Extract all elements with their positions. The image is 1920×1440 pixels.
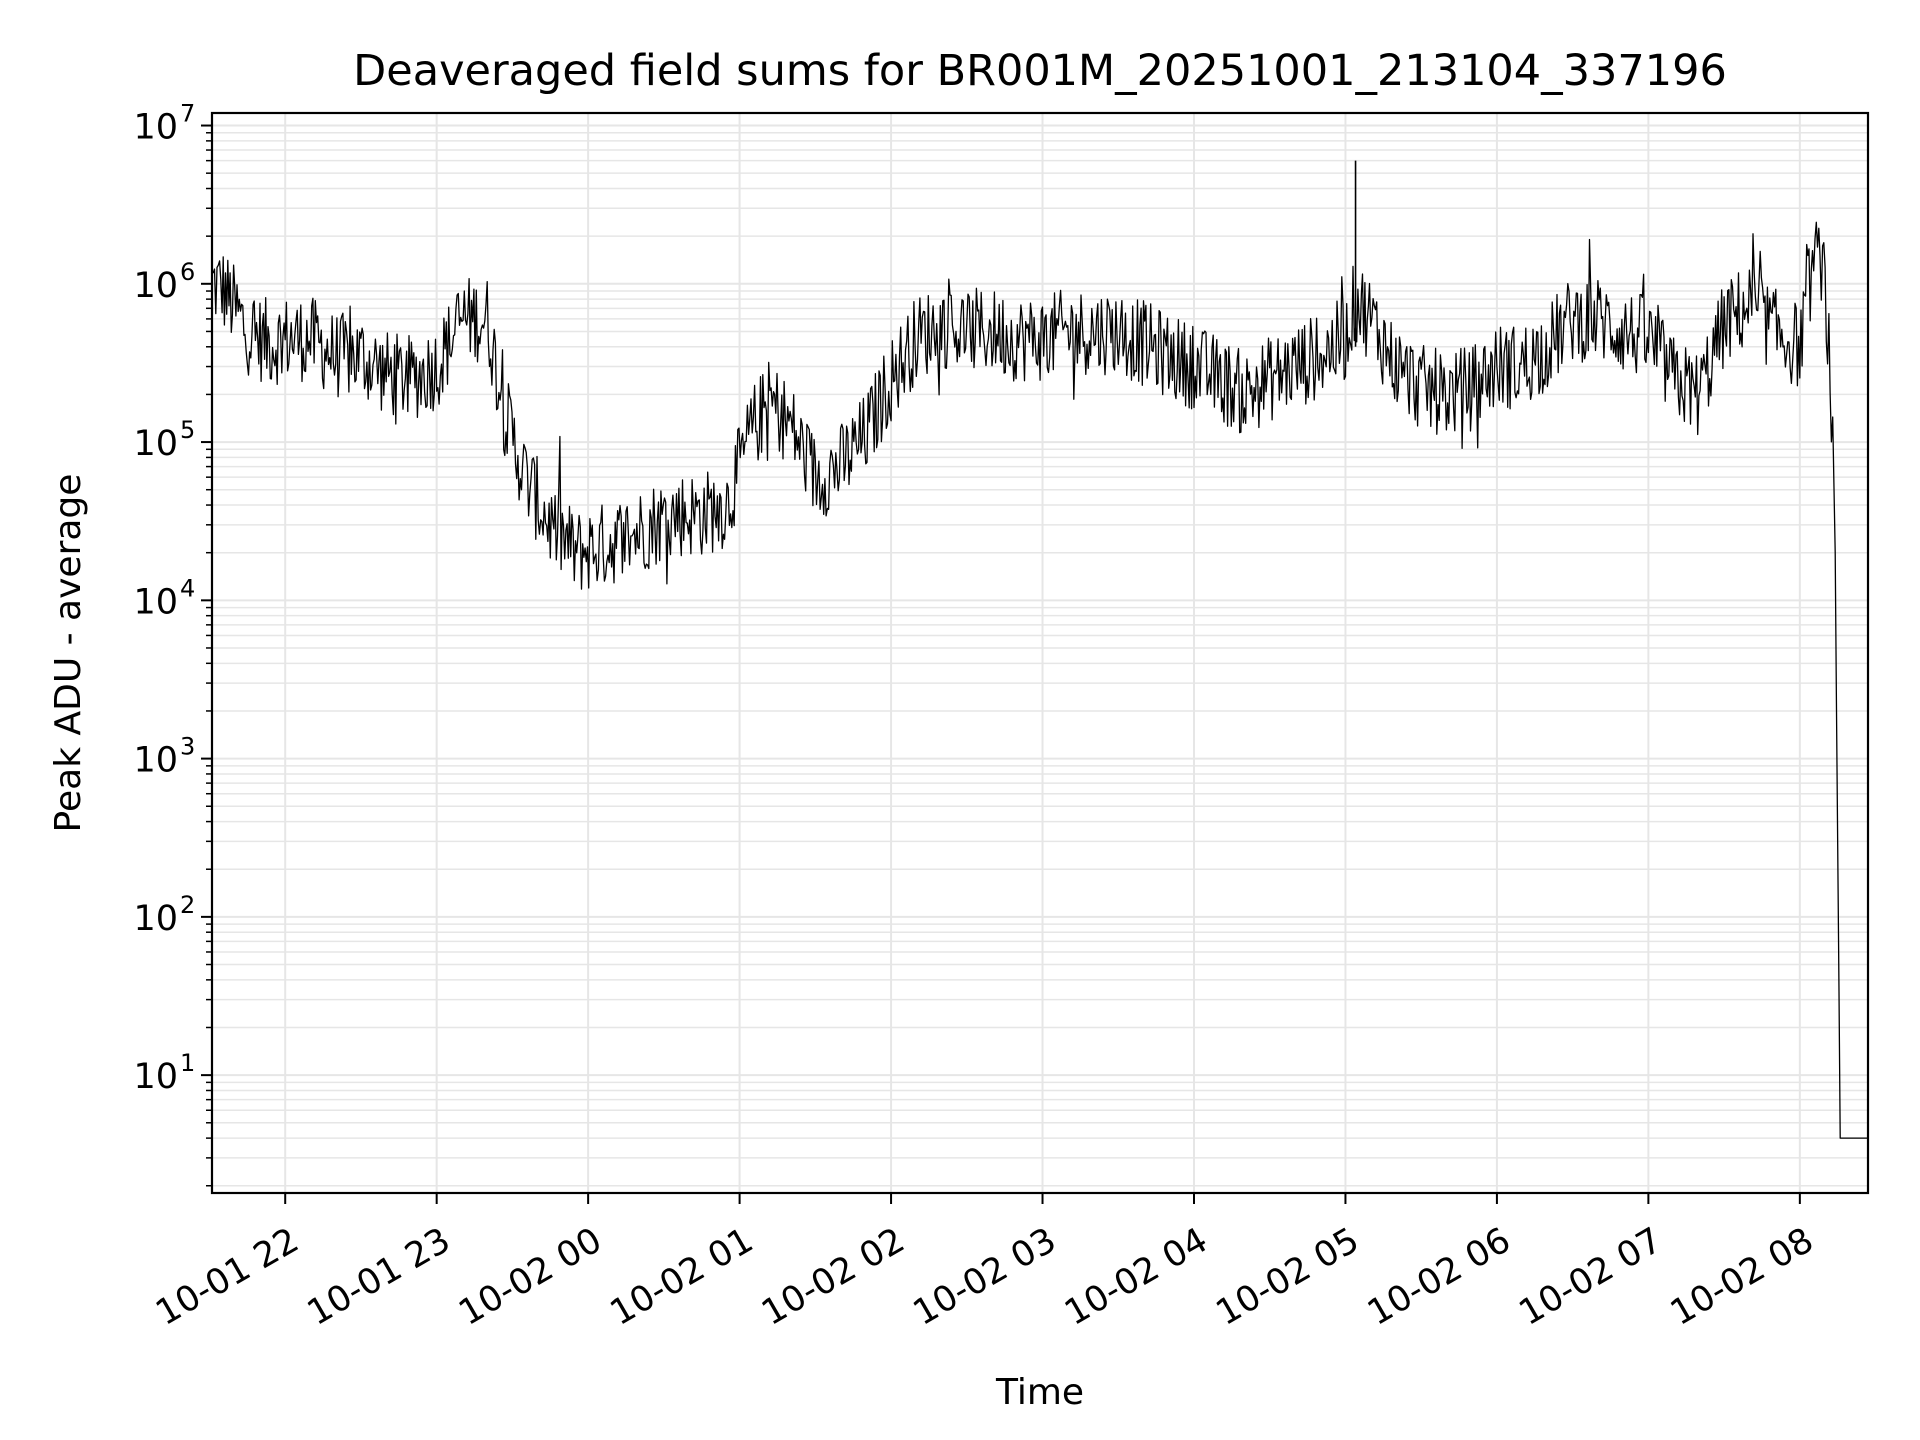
axes-frame bbox=[210, 111, 1870, 1195]
y-tick-exponent: 6 bbox=[180, 258, 195, 286]
y-tick-label: 10 bbox=[133, 266, 178, 306]
y-tick-exponent: 5 bbox=[180, 416, 195, 444]
y-tick-label: 10 bbox=[133, 108, 178, 148]
data-series-line bbox=[211, 221, 1868, 1139]
y-tick-exponent: 2 bbox=[180, 891, 195, 919]
y-tick-exponent: 1 bbox=[180, 1049, 195, 1077]
plot-area bbox=[211, 160, 1868, 1139]
y-tick-exponent: 7 bbox=[180, 100, 195, 128]
y-axis-label: Peak ADU - average bbox=[48, 474, 89, 833]
y-tick-label: 10 bbox=[133, 1057, 178, 1097]
y-tick-label: 10 bbox=[133, 424, 178, 464]
y-tick-label: 10 bbox=[133, 741, 178, 781]
x-axis-label: Time bbox=[995, 1372, 1084, 1413]
chart-title: Deaveraged field sums for BR001M_2025100… bbox=[353, 46, 1727, 96]
grid-lines bbox=[212, 113, 1868, 1193]
y-tick-label: 10 bbox=[133, 899, 178, 939]
y-tick-exponent: 4 bbox=[180, 574, 195, 602]
y-tick-exponent: 3 bbox=[180, 733, 195, 761]
y-tick-label: 10 bbox=[133, 582, 178, 622]
